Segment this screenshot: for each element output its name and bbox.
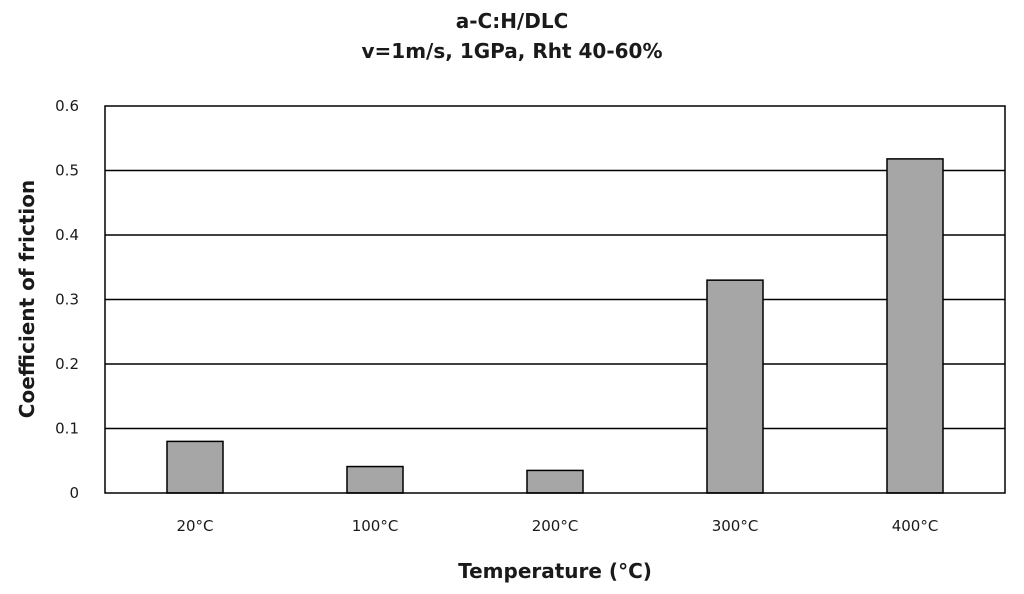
bar [166,440,224,494]
chart-subtitle: v=1m/s, 1GPa, Rht 40-60% [361,39,663,63]
y-tick-label: 0.6 [55,97,79,115]
y-tick-label: 0.4 [55,226,79,244]
bar [706,279,764,494]
x-tick-label: 100°C [352,517,399,535]
x-axis-label: Temperature (°C) [458,559,652,583]
y-axis-label: Coefficient of friction [15,180,39,418]
x-tick-labels: 20°C 100°C 200°C 300°C 400°C [176,517,938,535]
plot-border [104,105,1006,494]
chart-title: a-C:H/DLC [455,9,569,33]
y-tick-label: 0.5 [55,162,79,180]
y-tick-label: 0.3 [55,291,79,309]
x-tick-label: 400°C [892,517,939,535]
gridlines [105,169,1005,430]
bar [526,469,584,494]
bar [886,158,944,494]
y-tick-label: 0 [69,484,79,502]
bar [346,465,404,494]
bar-series [166,158,944,494]
y-tick-labels: 0 0.1 0.2 0.3 0.4 0.5 0.6 [55,97,79,502]
x-tick-label: 300°C [712,517,759,535]
x-tick-label: 20°C [176,517,213,535]
y-tick-label: 0.1 [55,420,79,438]
y-tick-label: 0.2 [55,355,79,373]
x-tick-label: 200°C [532,517,579,535]
chart-title-block: a-C:H/DLC v=1m/s, 1GPa, Rht 40-60% [0,6,1024,66]
